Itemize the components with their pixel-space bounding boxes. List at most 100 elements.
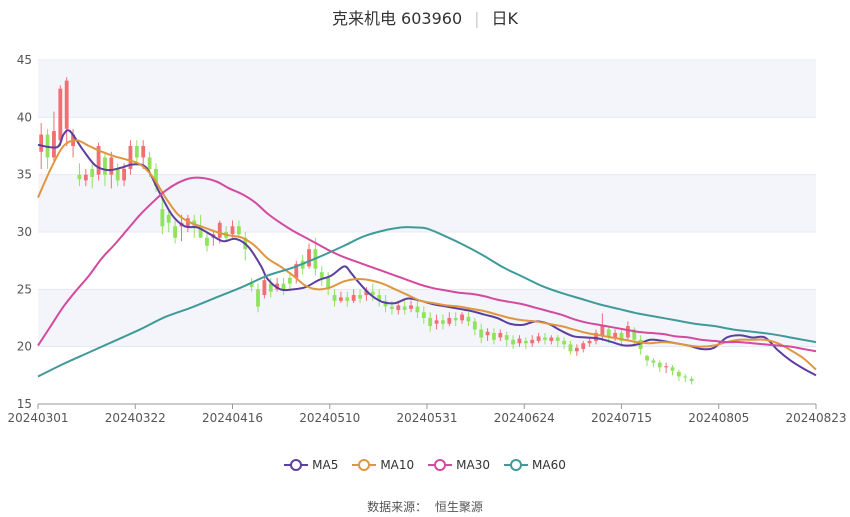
source-name: 恒生聚源: [434, 500, 483, 514]
candle-body: [625, 326, 630, 338]
x-tick-label: 20240715: [591, 411, 652, 425]
data-source: 数据来源： 恒生聚源: [0, 498, 850, 515]
candle-body: [441, 320, 445, 324]
legend-item-ma10[interactable]: MA10: [352, 458, 414, 472]
series-line-ma30: [37, 176, 817, 353]
candle-body: [517, 338, 522, 344]
candle-body: [434, 320, 439, 324]
candle-body: [504, 335, 509, 340]
candle-body: [173, 226, 178, 238]
x-tick-label: 20240416: [202, 411, 263, 425]
candle-body: [402, 306, 407, 310]
candle-body: [198, 226, 203, 238]
legend-item-ma30[interactable]: MA30: [428, 458, 490, 472]
candle-body: [160, 209, 165, 227]
candle-body: [256, 289, 260, 307]
candle-body: [657, 362, 662, 368]
y-tick-label: 25: [17, 282, 32, 296]
candle-body: [326, 277, 331, 290]
series-line-ma10: [37, 139, 817, 371]
candle-body: [523, 340, 528, 344]
candle-body: [83, 174, 88, 181]
candle-body: [664, 366, 669, 368]
candle-body: [345, 297, 350, 301]
candle-body: [96, 146, 101, 175]
legend-swatch-ma30: [428, 458, 453, 472]
x-tick-label: 20240624: [494, 411, 555, 425]
plot-band: [38, 60, 816, 118]
candle-body: [581, 343, 586, 349]
candle-body: [128, 146, 133, 169]
candle-body: [568, 344, 573, 352]
legend-label-ma30: MA30: [456, 458, 491, 472]
candle-body: [141, 146, 146, 158]
legend-item-ma5[interactable]: MA5: [284, 458, 338, 472]
candle-body: [90, 168, 95, 177]
candle-body: [358, 295, 362, 299]
candle-body: [122, 168, 127, 181]
source-label: 数据来源：: [367, 500, 428, 514]
candle-body: [472, 321, 477, 330]
candle-body: [689, 378, 694, 382]
y-tick-label: 35: [17, 168, 32, 182]
candle-body: [147, 157, 152, 169]
chart-title: 克来机电 603960 | 日K: [0, 5, 850, 29]
legend-item-ma60[interactable]: MA60: [504, 458, 566, 472]
candle-body: [676, 371, 681, 377]
candle-body: [485, 331, 490, 336]
candle-body: [536, 336, 541, 341]
candle-body: [600, 326, 605, 336]
candle-body: [52, 131, 56, 158]
candle-body: [319, 272, 324, 278]
period-label: 日K: [491, 9, 519, 28]
candle-body: [370, 291, 375, 296]
candle-body: [77, 174, 82, 180]
candle-body: [287, 277, 292, 284]
legend-swatch-ma10: [352, 458, 377, 472]
candle-body: [415, 306, 420, 313]
candle-body: [530, 339, 535, 344]
candle-body: [511, 339, 516, 345]
candle-body: [396, 305, 401, 310]
title-separator: |: [474, 9, 480, 28]
candle-body: [498, 332, 503, 338]
candle-body: [166, 214, 171, 223]
y-tick-label: 20: [17, 340, 32, 354]
candle-body: [587, 340, 592, 344]
candle-body: [574, 347, 579, 352]
candle-body: [460, 314, 464, 321]
x-tick-label: 20240510: [299, 411, 360, 425]
candle-body: [236, 226, 241, 235]
legend-label-ma10: MA10: [380, 458, 415, 472]
legend-swatch-ma5: [284, 458, 309, 472]
candle-body: [281, 283, 286, 291]
candle-body: [555, 337, 560, 341]
candle-body: [154, 168, 158, 187]
candle-body: [115, 168, 120, 181]
candle-body: [294, 264, 299, 278]
y-tick-label: 15: [17, 397, 32, 411]
candle-body: [543, 337, 547, 340]
candle-body: [562, 340, 567, 345]
candle-body: [549, 337, 554, 341]
candle-body: [307, 249, 311, 267]
candle-body: [109, 157, 114, 175]
candle-body: [632, 329, 637, 340]
candle-body: [332, 295, 337, 301]
candle-body: [338, 297, 343, 301]
candle-body: [466, 316, 471, 322]
candle-body: [619, 332, 624, 341]
series-line-ma60: [37, 226, 817, 378]
legend-label-ma5: MA5: [312, 458, 339, 472]
candle-body: [453, 318, 458, 321]
y-tick-label: 30: [17, 225, 32, 239]
candle-body: [390, 306, 394, 309]
candle-body: [421, 312, 426, 318]
x-tick-label: 20240301: [7, 411, 68, 425]
candle-body: [670, 367, 675, 371]
candle-body: [651, 360, 656, 363]
candle-body: [492, 332, 496, 340]
candle-body: [64, 80, 69, 129]
candle-body: [58, 88, 63, 141]
